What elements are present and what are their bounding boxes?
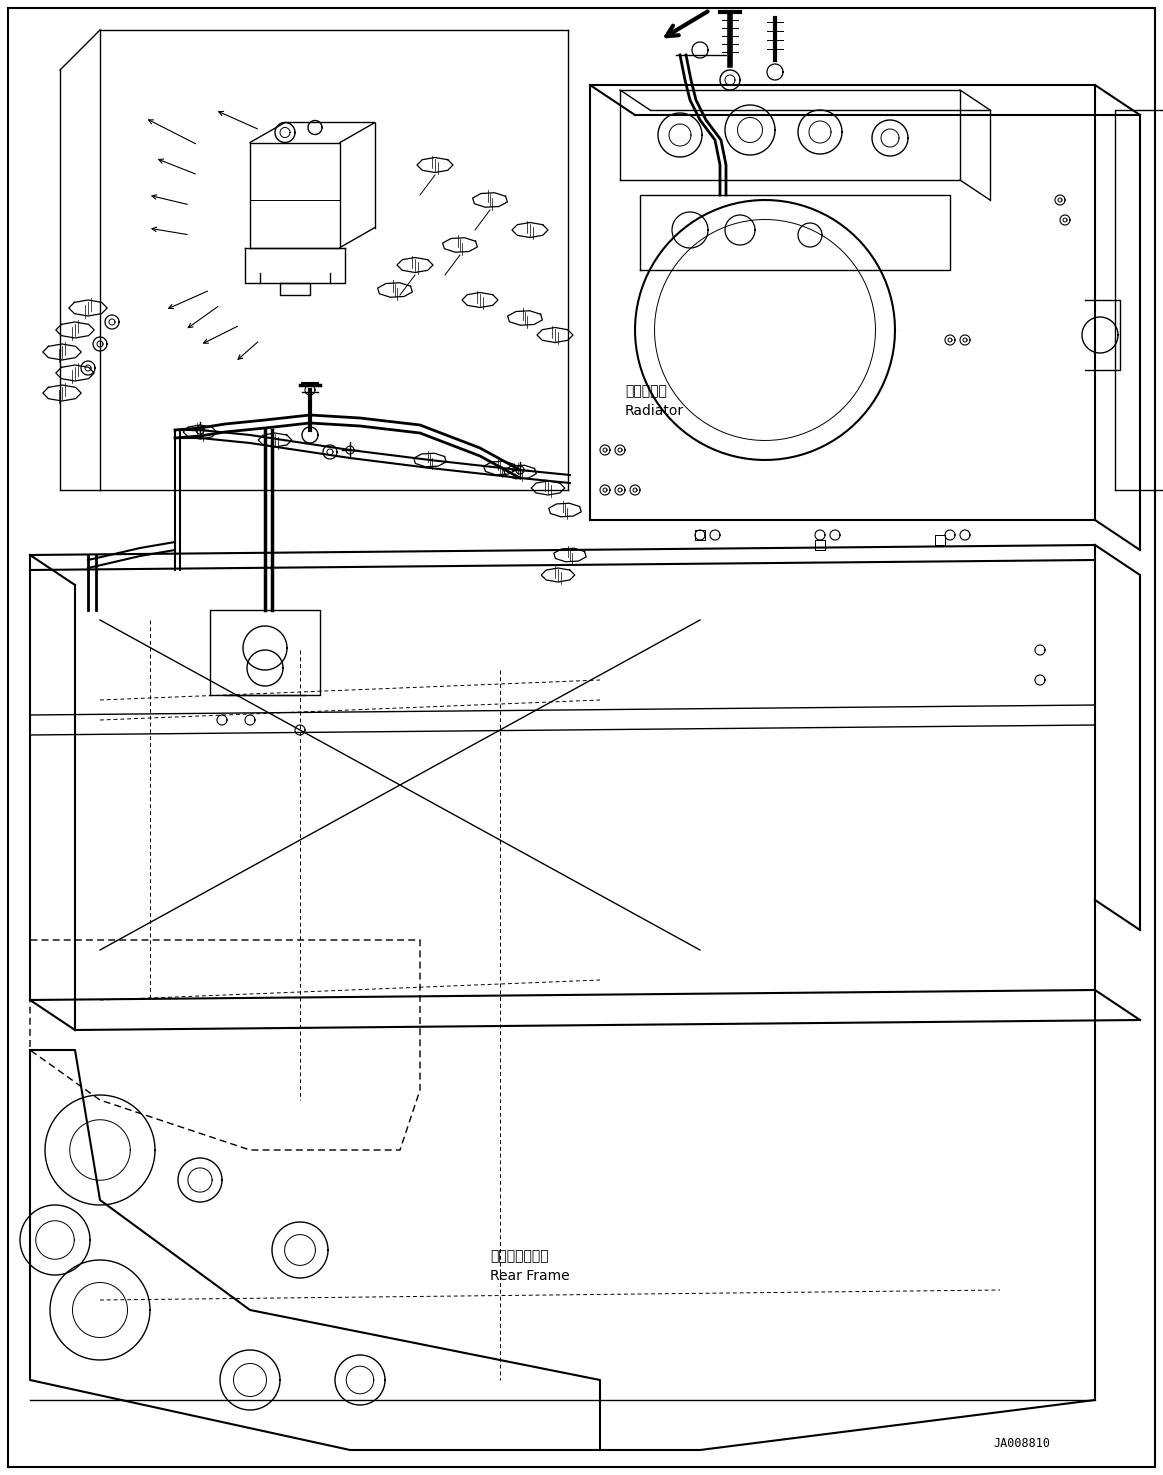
Text: リヤーフレーム: リヤーフレーム xyxy=(490,1249,549,1263)
Text: ラジェータ: ラジェータ xyxy=(625,384,666,398)
Text: Rear Frame: Rear Frame xyxy=(490,1268,570,1283)
Text: Radiator: Radiator xyxy=(625,404,684,417)
Text: JA008810: JA008810 xyxy=(993,1437,1050,1450)
